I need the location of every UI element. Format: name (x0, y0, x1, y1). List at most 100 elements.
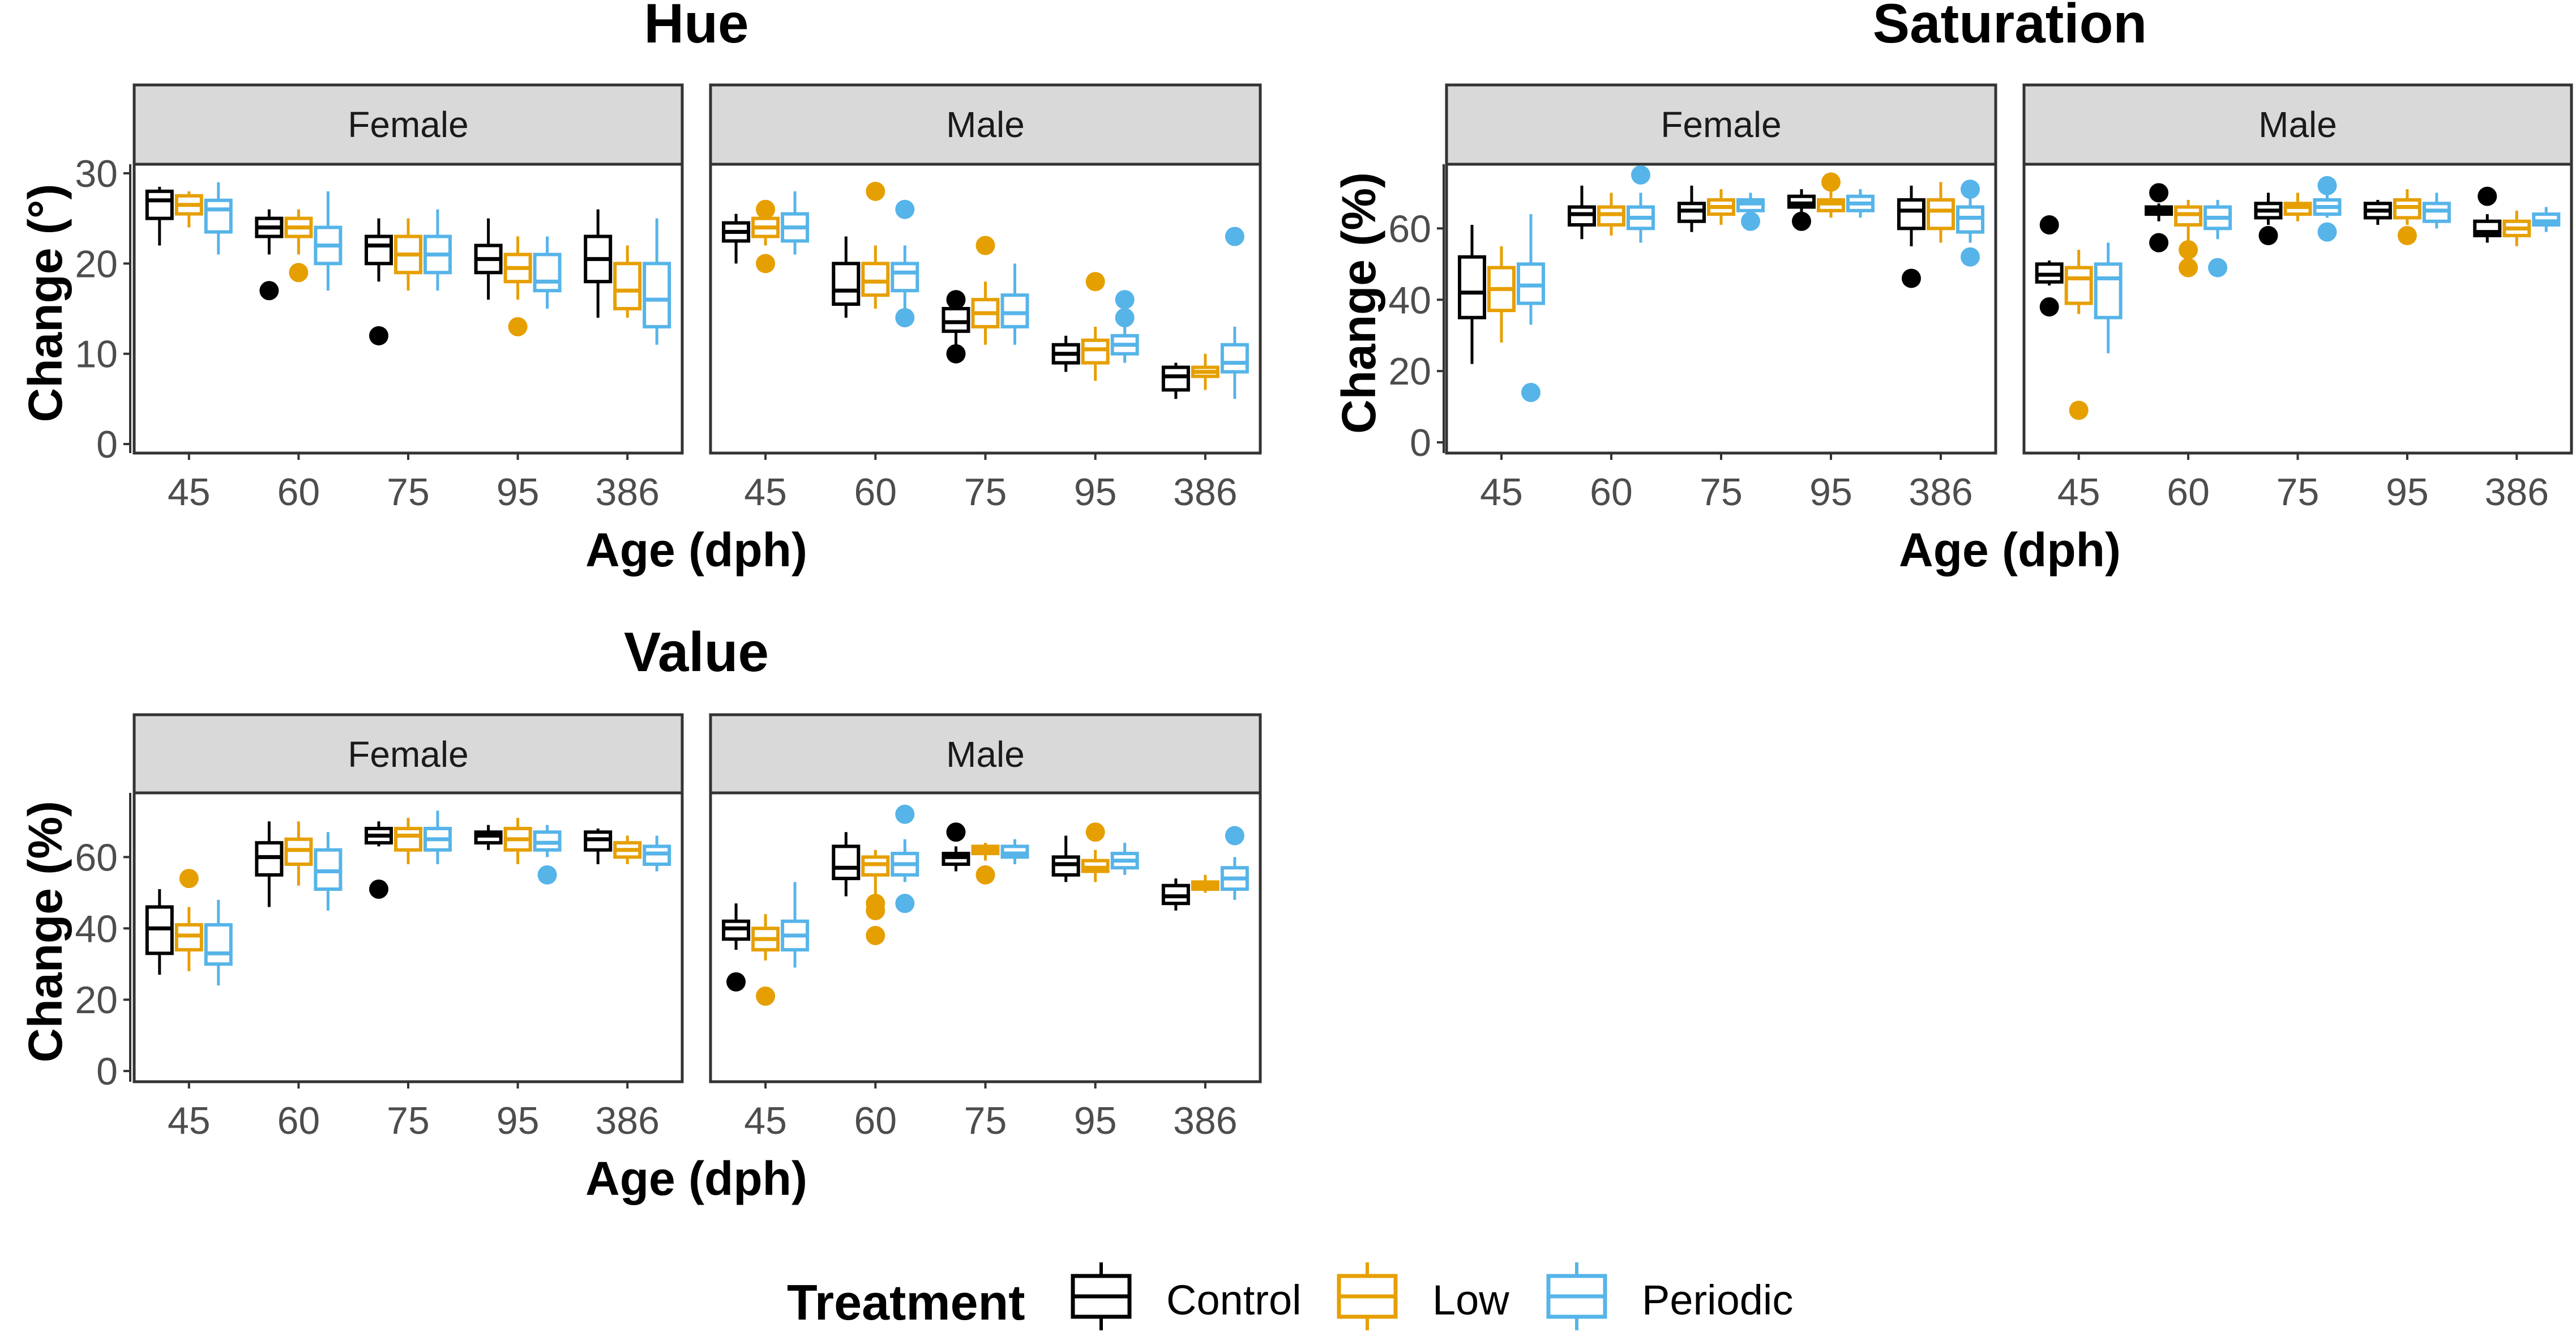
outlier-point (2397, 225, 2417, 245)
saturation-male-low-box-95 (2393, 189, 2421, 245)
outlier-point (1085, 822, 1105, 842)
saturation-male-x-tick-label: 45 (2057, 471, 2100, 514)
outlier-point (756, 199, 776, 219)
saturation-female-x-tick-label: 95 (1809, 471, 1852, 514)
saturation-male-low-box-60 (2174, 199, 2203, 278)
outlier-point (1902, 268, 1921, 288)
value-male-x-tick-label: 45 (744, 1099, 787, 1142)
saturation-male-x-tick-label: 386 (2485, 471, 2549, 514)
hue-female-periodic-box-60 (314, 191, 343, 291)
outlier-point (2179, 258, 2198, 278)
hue-female-x-tick-label: 95 (497, 471, 540, 514)
value-female-x-tick-label: 45 (168, 1099, 211, 1142)
hue-y-tick-label: 20 (75, 242, 118, 285)
saturation-female-control-box-45 (1458, 225, 1486, 364)
hue-female-series-periodic (204, 182, 671, 345)
value-male-control-box-45 (722, 903, 751, 992)
hue-title: Hue (644, 0, 748, 54)
value-female-x-tick-label: 60 (277, 1099, 320, 1142)
box-iqr (1458, 255, 1486, 319)
legend-label-periodic: Periodic (1642, 1277, 1793, 1324)
saturation-male-series-periodic (2094, 176, 2561, 353)
hue-male-low-box-386 (1191, 353, 1219, 390)
saturation-female-series-periodic (1517, 165, 1984, 402)
hue-female-strip (132, 83, 684, 166)
hue-male-x-tick-label: 75 (964, 471, 1007, 514)
value-male-control-box-95 (1051, 835, 1080, 882)
box-iqr (204, 923, 233, 966)
value-male-periodic-box-45 (781, 882, 810, 968)
outlier-point (508, 317, 528, 336)
hue-female-periodic-box-45 (204, 182, 233, 255)
value-male-series-control (722, 822, 1190, 992)
value-male-x-tick-label: 75 (964, 1099, 1007, 1142)
outlier-point (2179, 240, 2198, 260)
hue-female-control-box-75 (365, 218, 393, 345)
outlier-point (1961, 180, 1980, 199)
hue-y-tick-label: 0 (96, 423, 118, 466)
saturation-female-periodic-box-45 (1517, 214, 1545, 402)
outlier-point (866, 894, 885, 914)
outlier-point (895, 308, 915, 327)
value-title: Value (624, 621, 769, 683)
hue-male-periodic-box-45 (781, 191, 810, 255)
hue-female-low-box-60 (284, 209, 313, 283)
hue-female-x-tick-label: 60 (277, 471, 320, 514)
legend-title: Treatment (787, 1274, 1025, 1330)
value-male-low-box-45 (751, 914, 780, 1006)
saturation-male-periodic-box-45 (2094, 242, 2123, 353)
legend-item-control: Control (1071, 1262, 1302, 1330)
outlier-point (259, 281, 279, 301)
value-female-control-box-95 (474, 825, 503, 850)
hue-y-tick-label: 30 (75, 152, 118, 195)
outlier-point (2149, 233, 2169, 253)
value-male-strip-label: Male (946, 734, 1025, 775)
value-male-control-box-386 (1161, 878, 1190, 911)
outlier-point (946, 290, 966, 310)
value-female-series-low (174, 818, 642, 971)
outlier-point (2039, 297, 2059, 317)
value-male-x-tick-label: 386 (1173, 1099, 1237, 1142)
outlier-point (726, 972, 746, 992)
saturation-male-facet: Male 45 60 75 95 386 (2022, 83, 2573, 514)
value-male-x-tick-label: 60 (854, 1099, 897, 1142)
hue-male-control-box-95 (1051, 335, 1080, 372)
outlier-point (866, 925, 885, 945)
hue-male-periodic-box-60 (891, 199, 919, 327)
saturation-male-strip (2022, 83, 2573, 166)
box-iqr (1927, 198, 1955, 231)
value-female-periodic-box-386 (643, 835, 671, 872)
hue-male-control-box-386 (1161, 362, 1190, 399)
saturation-y-tick-label: 40 (1388, 279, 1431, 322)
saturation-female-control-box-386 (1897, 185, 1925, 288)
hue-male-periodic-box-75 (1000, 263, 1029, 345)
value-y-tick-label: 0 (96, 1050, 118, 1093)
outlier-point (2258, 225, 2278, 245)
hue-male-facet: Male 45 60 75 95 386 (709, 83, 1262, 514)
hue-male-x-tick-label: 45 (744, 471, 787, 514)
saturation-female-low-box-75 (1707, 189, 1735, 225)
box-iqr (1161, 365, 1190, 392)
hue-male-periodic-box-95 (1110, 290, 1139, 363)
hue-female-periodic-box-386 (643, 218, 671, 345)
legend-key-low (1337, 1262, 1398, 1330)
legend-key-periodic (1546, 1262, 1607, 1330)
value-female-periodic-box-45 (204, 899, 233, 985)
saturation-male-strip-label: Male (2258, 104, 2337, 145)
hue-female-low-box-75 (394, 218, 422, 291)
legend-key-control (1071, 1262, 1132, 1330)
box-iqr (1081, 338, 1110, 365)
box-iqr (145, 189, 174, 220)
saturation-female-low-box-95 (1817, 172, 1845, 218)
saturation-male-x-tick-label: 95 (2386, 471, 2429, 514)
hue-female-low-box-386 (613, 245, 642, 318)
value-female-strip-label: Female (348, 734, 468, 775)
hue-male-x-tick-label: 386 (1173, 471, 1237, 514)
value-female-series-control (145, 821, 613, 975)
saturation-male-low-box-75 (2283, 193, 2312, 221)
hue-female-strip-label: Female (348, 104, 468, 145)
saturation-female-control-box-75 (1678, 185, 1706, 232)
value-male-periodic-box-95 (1110, 843, 1139, 875)
value-y-tick-label: 20 (75, 979, 118, 1022)
